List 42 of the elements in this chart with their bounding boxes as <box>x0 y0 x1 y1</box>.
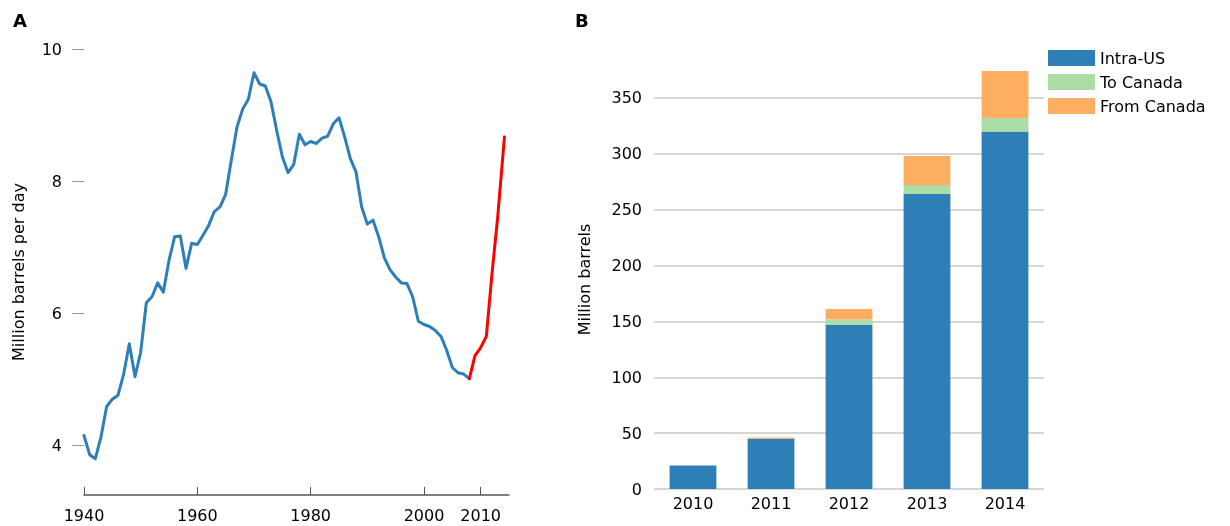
x-tick-label: 2013 <box>906 493 948 513</box>
bar <box>825 319 873 325</box>
bar <box>825 309 873 320</box>
y-axis-title: Million barrels per day <box>8 183 28 361</box>
line-series <box>467 135 506 381</box>
x-tick-label: 2014 <box>984 493 1026 513</box>
x-tick-label: 2000 <box>403 505 445 525</box>
x-tick-label: 1980 <box>290 505 332 525</box>
x-tick-label: 2011 <box>750 493 792 513</box>
x-tick-label: 1940 <box>63 505 105 525</box>
bar <box>981 131 1029 489</box>
y-axis-title: Million barrels <box>574 223 594 336</box>
x-tick-label: 2010 <box>460 505 502 525</box>
x-tick-label: 1960 <box>176 505 218 525</box>
y-tick-label: 8 <box>51 171 62 191</box>
bar <box>981 71 1029 119</box>
y-tick-label: 250 <box>611 200 642 220</box>
y-tick-label: 150 <box>611 311 642 331</box>
bar <box>903 194 951 489</box>
x-tick-label: 2010 <box>672 493 714 513</box>
bar <box>903 185 951 195</box>
chart-title: A <box>13 9 27 31</box>
legend-label: To Canada <box>1099 72 1183 92</box>
bar <box>669 465 717 489</box>
y-tick-label: 200 <box>611 256 642 276</box>
bar <box>981 118 1029 132</box>
chart-title: B <box>575 9 589 31</box>
y-tick-label: 100 <box>611 367 642 387</box>
y-tick-label: 4 <box>51 435 62 455</box>
legend-label: Intra-US <box>1100 48 1166 68</box>
y-tick-label: 350 <box>611 88 642 108</box>
y-tick-label: 0 <box>631 479 642 499</box>
y-tick-label: 6 <box>51 303 62 323</box>
legend-label: From Canada <box>1100 96 1206 116</box>
y-tick-label: 50 <box>621 423 642 443</box>
bar <box>747 438 795 489</box>
x-tick-label: 2012 <box>828 493 870 513</box>
y-tick-label: 300 <box>611 144 642 164</box>
bar <box>903 156 951 186</box>
y-tick-label: 10 <box>41 39 62 59</box>
line-series <box>82 71 471 461</box>
bar <box>825 324 873 489</box>
